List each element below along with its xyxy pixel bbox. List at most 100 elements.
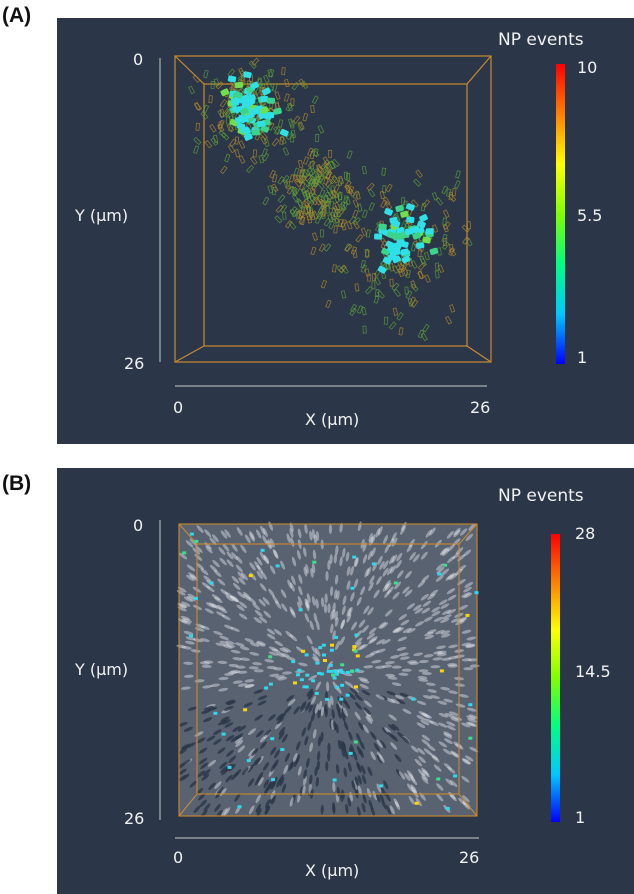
panel-a-faint-event bbox=[449, 304, 456, 313]
panel-b-fiber bbox=[198, 747, 208, 754]
panel-b-fiber bbox=[396, 552, 403, 562]
panel-b-fiber bbox=[262, 535, 268, 545]
panel-b-fiber bbox=[466, 715, 476, 720]
panel-a-tag: (A) bbox=[2, 4, 32, 27]
panel-a-bright-event bbox=[245, 97, 255, 106]
panel-b-fiber bbox=[461, 758, 471, 765]
panel-a-faint-event bbox=[451, 188, 457, 197]
panel-b-fiber bbox=[332, 602, 336, 613]
panel-b-fiber bbox=[305, 757, 310, 768]
panel-b-fiber bbox=[388, 714, 397, 721]
panel-b-fiber bbox=[331, 708, 335, 719]
panel-a-faint-event bbox=[261, 152, 270, 162]
panel-b-fiber bbox=[263, 555, 269, 565]
panel-b-event bbox=[350, 669, 355, 673]
panel-b-event bbox=[329, 648, 334, 652]
panel-b-fiber bbox=[372, 562, 378, 572]
panel-b-fiber bbox=[254, 776, 261, 786]
panel-a-faint-event bbox=[327, 149, 333, 158]
panel-a-faint-event bbox=[297, 122, 304, 132]
panel-a-faint-event bbox=[290, 120, 295, 129]
panel-b-fiber bbox=[382, 583, 390, 592]
panel-a-faint-event bbox=[446, 188, 451, 197]
panel-b-fiber bbox=[433, 764, 442, 772]
panel-a-faint-event bbox=[356, 203, 363, 212]
panel-b-fiber bbox=[253, 669, 264, 673]
panel-b-fiber bbox=[463, 586, 472, 593]
panel-b-fiber bbox=[466, 707, 477, 712]
panel-b-fiber bbox=[351, 621, 358, 631]
panel-b-fiber bbox=[368, 582, 374, 592]
panel-b-event bbox=[436, 777, 441, 781]
panel-a-bright-event bbox=[273, 107, 282, 115]
panel-b-fiber bbox=[281, 783, 287, 793]
panel-b-fiber bbox=[273, 549, 279, 559]
panel-b-fiber bbox=[387, 586, 394, 595]
panel-b-fiber bbox=[216, 611, 226, 617]
panel-b-fiber bbox=[462, 802, 471, 810]
panel-b-fiber bbox=[467, 658, 478, 662]
panel-b-colorbar-max-label: 28 bbox=[575, 524, 596, 543]
panel-b-event bbox=[350, 586, 355, 590]
panel-b-fiber bbox=[231, 575, 240, 584]
panel-a-faint-event bbox=[405, 269, 411, 279]
panel-b-fiber bbox=[292, 752, 298, 763]
panel-b-fiber bbox=[391, 723, 400, 731]
panel-b-fiber bbox=[224, 529, 231, 538]
panel-b-fiber bbox=[446, 721, 456, 727]
panel-a-faint-event bbox=[331, 264, 337, 273]
panel-a-faint-event bbox=[338, 202, 347, 212]
panel-b-event bbox=[465, 613, 470, 617]
panel-b-fiber bbox=[443, 738, 453, 744]
panel-a-faint-event bbox=[286, 186, 295, 195]
panel-b-event bbox=[335, 672, 339, 676]
panel-a-faint-event bbox=[340, 219, 348, 228]
panel-b-event bbox=[319, 672, 324, 676]
panel-b-fiber bbox=[357, 721, 364, 731]
panel-b-fiber bbox=[399, 692, 410, 698]
panel-a-faint-event bbox=[283, 93, 290, 102]
panel-b-fiber bbox=[359, 748, 364, 758]
panel-b-fiber bbox=[330, 623, 334, 634]
panel-b-fiber bbox=[461, 642, 472, 647]
panel-b-fiber bbox=[461, 722, 471, 728]
panel-b-fiber bbox=[270, 790, 276, 800]
panel-b-fiber bbox=[177, 618, 188, 623]
panel-b-fiber bbox=[235, 740, 244, 747]
panel-a-faint-event bbox=[284, 78, 290, 88]
panel-b-fiber bbox=[311, 646, 318, 655]
panel-a-faint-event bbox=[314, 173, 321, 182]
panel-b-event bbox=[182, 551, 187, 555]
panel-b-fiber bbox=[323, 603, 328, 614]
panel-b-fiber bbox=[313, 534, 318, 545]
panel-b-fiber bbox=[189, 538, 198, 546]
panel-b-fiber bbox=[447, 766, 456, 774]
panel-b-fiber bbox=[418, 669, 429, 673]
panel-a-faint-event bbox=[424, 274, 431, 283]
panel-a-faint-event bbox=[234, 148, 241, 158]
panel-b-fiber bbox=[399, 656, 410, 660]
panel-b-fiber bbox=[461, 592, 471, 598]
panel-b-fiber bbox=[422, 713, 432, 719]
panel-b-event bbox=[280, 748, 285, 751]
panel-a-faint-event bbox=[271, 138, 280, 147]
panel-b-fiber bbox=[436, 650, 447, 655]
panel-a-faint-event bbox=[203, 69, 209, 79]
panel-b-event bbox=[322, 653, 326, 657]
panel-a-faint-event bbox=[325, 179, 334, 188]
panel-a-faint-event bbox=[295, 174, 303, 184]
panel-a-faint-event bbox=[380, 199, 388, 209]
panel-b-fiber bbox=[309, 620, 314, 631]
panel-b-fiber bbox=[237, 725, 247, 732]
panel-b-fiber bbox=[178, 775, 187, 782]
panel-b-fiber bbox=[264, 659, 275, 663]
panel-b-fiber bbox=[255, 730, 264, 738]
panel-a-faint-event bbox=[340, 290, 347, 299]
panel-b-fiber bbox=[304, 735, 309, 746]
panel-b-fiber bbox=[371, 547, 376, 557]
panel-b-fiber bbox=[240, 544, 247, 553]
panel-b-fiber bbox=[219, 635, 229, 641]
panel-b-fiber bbox=[235, 564, 243, 573]
panel-b-fiber bbox=[266, 665, 277, 670]
panel-b-fiber bbox=[424, 718, 434, 724]
